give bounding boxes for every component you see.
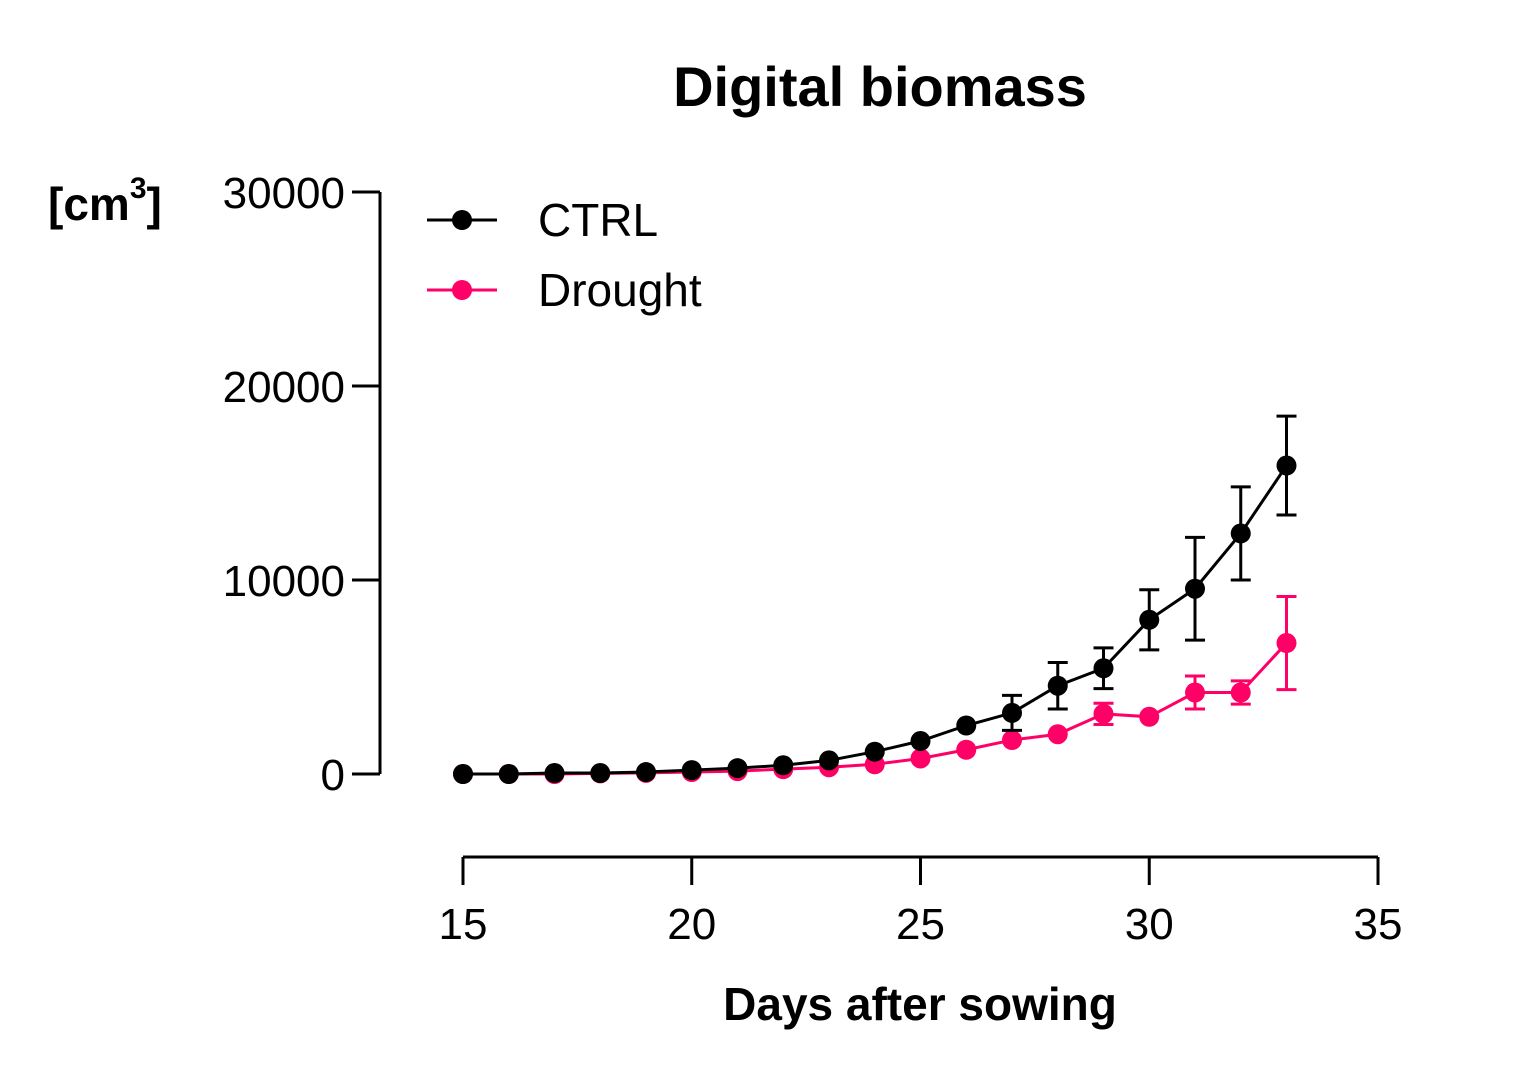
- data-point: [910, 748, 931, 769]
- data-point: [1047, 675, 1068, 696]
- data-point: [1047, 724, 1068, 745]
- legend-marker-ctrl: [452, 210, 472, 230]
- data-point: [956, 739, 977, 760]
- data-point: [1276, 455, 1297, 476]
- data-point: [864, 741, 885, 762]
- data-point: [956, 715, 977, 736]
- data-point: [819, 750, 839, 771]
- data-point: [636, 762, 656, 783]
- data-point: [1002, 730, 1022, 751]
- series-ctrl: [453, 414, 1297, 784]
- y-axis-label-superscript: 3: [130, 172, 147, 205]
- legend-label-drought: Drought: [538, 264, 702, 316]
- data-point: [681, 760, 702, 781]
- data-point: [1139, 609, 1160, 630]
- data-point: [1230, 523, 1251, 544]
- data-point: [498, 764, 519, 784]
- data-point: [1185, 682, 1205, 703]
- y-axis-label-base: [cm: [48, 178, 130, 230]
- data-point: [1093, 703, 1114, 724]
- data-point: [1093, 658, 1114, 679]
- y-axis-label: [cm3]: [48, 172, 162, 230]
- x-tick-label: 25: [896, 900, 945, 949]
- x-tick-label: 35: [1354, 900, 1403, 949]
- data-point: [453, 764, 473, 784]
- data-point: [727, 758, 748, 779]
- x-tick-label: 30: [1125, 900, 1174, 949]
- legend-label-ctrl: CTRL: [538, 194, 658, 246]
- data-point: [1002, 702, 1022, 723]
- data-point: [1276, 633, 1297, 654]
- chart-title: Digital biomass: [673, 55, 1087, 118]
- y-tick-label: 20000: [223, 363, 345, 412]
- data-point: [1230, 682, 1251, 703]
- y-tick-label: 10000: [223, 557, 345, 606]
- data-point: [590, 763, 611, 784]
- y-tick-label: 30000: [223, 169, 345, 218]
- data-point: [1139, 706, 1160, 727]
- data-point: [1185, 578, 1205, 599]
- x-tick-label: 20: [667, 900, 716, 949]
- y-axis-label-close: ]: [147, 178, 162, 230]
- series-line: [463, 464, 1288, 776]
- data-point: [544, 763, 565, 784]
- legend-marker-drought: [452, 280, 472, 300]
- x-tick-label: 15: [439, 900, 488, 949]
- data-point: [910, 731, 931, 752]
- data-point: [773, 755, 794, 776]
- y-tick-label: 0: [321, 751, 345, 800]
- x-axis-label: Days after sowing: [723, 978, 1117, 1030]
